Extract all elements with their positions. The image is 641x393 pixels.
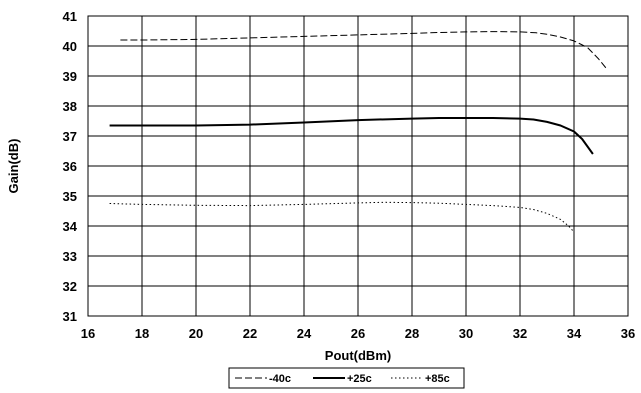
- y-tick-label: 36: [63, 159, 77, 174]
- series-line-1: [109, 117, 594, 155]
- x-tick-label: 36: [621, 326, 635, 341]
- x-tick-label: 34: [567, 326, 582, 341]
- series-line-0: [120, 31, 607, 69]
- y-tick-label: 41: [63, 9, 77, 24]
- x-tick-label: 22: [243, 326, 257, 341]
- y-tick-labels: 31 32 33 34 35 36 37 38 39 40 41: [63, 9, 78, 324]
- x-tick-label: 32: [513, 326, 527, 341]
- y-tick-label: 34: [63, 219, 78, 234]
- legend-label: +25c: [347, 373, 372, 385]
- y-tick-label: 32: [63, 279, 77, 294]
- x-tick-label: 16: [81, 326, 95, 341]
- plot-area-border: [87, 15, 629, 317]
- x-tick-label: 26: [351, 326, 365, 341]
- y-tick-label: 38: [63, 99, 77, 114]
- legend-label: +85c: [425, 373, 450, 385]
- x-tick-labels: 16 18 20 22 24 26 28 30 32 34 36: [81, 326, 635, 341]
- series-line-2: [109, 201, 575, 233]
- x-tick-label: 28: [405, 326, 419, 341]
- legend-label: -40c: [269, 373, 291, 385]
- y-tick-label: 33: [63, 249, 77, 264]
- x-tick-label: 30: [459, 326, 473, 341]
- y-axis-label: Gain(dB): [6, 139, 21, 194]
- y-tick-label: 40: [63, 39, 77, 54]
- y-tick-label: 39: [63, 69, 77, 84]
- legend: -40c +25c +85c: [228, 367, 465, 389]
- x-tick-label: 18: [135, 326, 149, 341]
- grid: [87, 15, 629, 317]
- x-tick-label: 24: [297, 326, 312, 341]
- x-axis-label: Pout(dBm): [325, 348, 391, 363]
- y-tick-label: 37: [63, 129, 77, 144]
- series-lines: [109, 31, 607, 233]
- y-tick-label: 35: [63, 189, 77, 204]
- x-tick-label: 20: [189, 326, 203, 341]
- legend-box: [228, 367, 465, 389]
- y-tick-label: 31: [63, 309, 77, 324]
